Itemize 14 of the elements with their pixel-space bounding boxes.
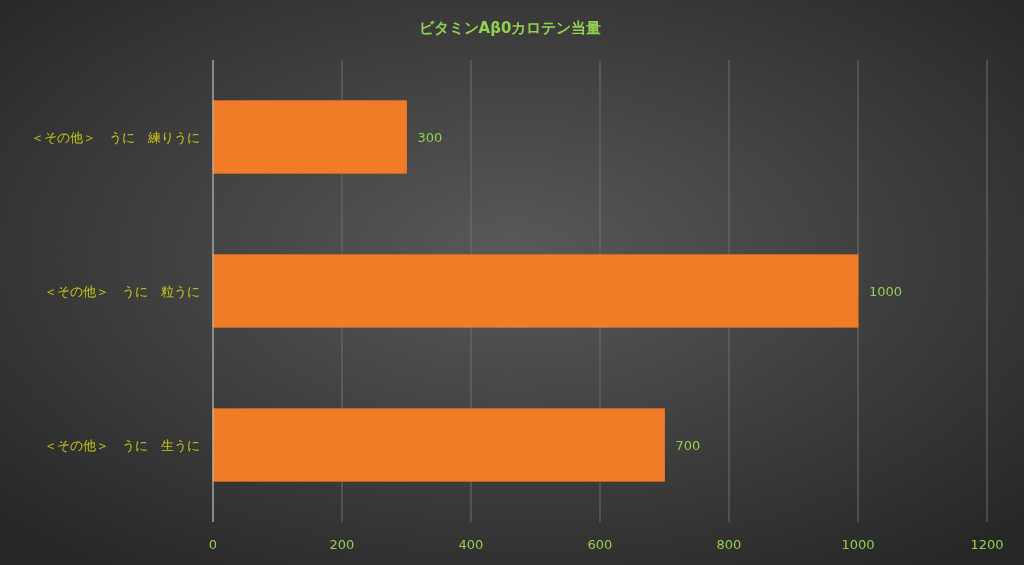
xtick: 1200 bbox=[970, 537, 1004, 552]
data-label: 700 bbox=[675, 438, 701, 453]
xtick: 400 bbox=[458, 537, 484, 552]
category: ＜その他＞ うに 生うに bbox=[44, 438, 200, 453]
xtick: 600 bbox=[587, 537, 613, 552]
xtick: 0 bbox=[208, 537, 218, 552]
xtick: 800 bbox=[716, 537, 742, 552]
title: ビタミンAβ0カロテン当量 bbox=[418, 19, 602, 37]
data-label: 300 bbox=[417, 130, 443, 145]
xtick: 200 bbox=[329, 537, 355, 552]
category: ＜その他＞ うに 粒うに bbox=[44, 284, 200, 299]
data-label: 1000 bbox=[869, 284, 903, 299]
xtick: 1000 bbox=[841, 537, 875, 552]
category: ＜その他＞ うに 練りうに bbox=[31, 130, 200, 145]
